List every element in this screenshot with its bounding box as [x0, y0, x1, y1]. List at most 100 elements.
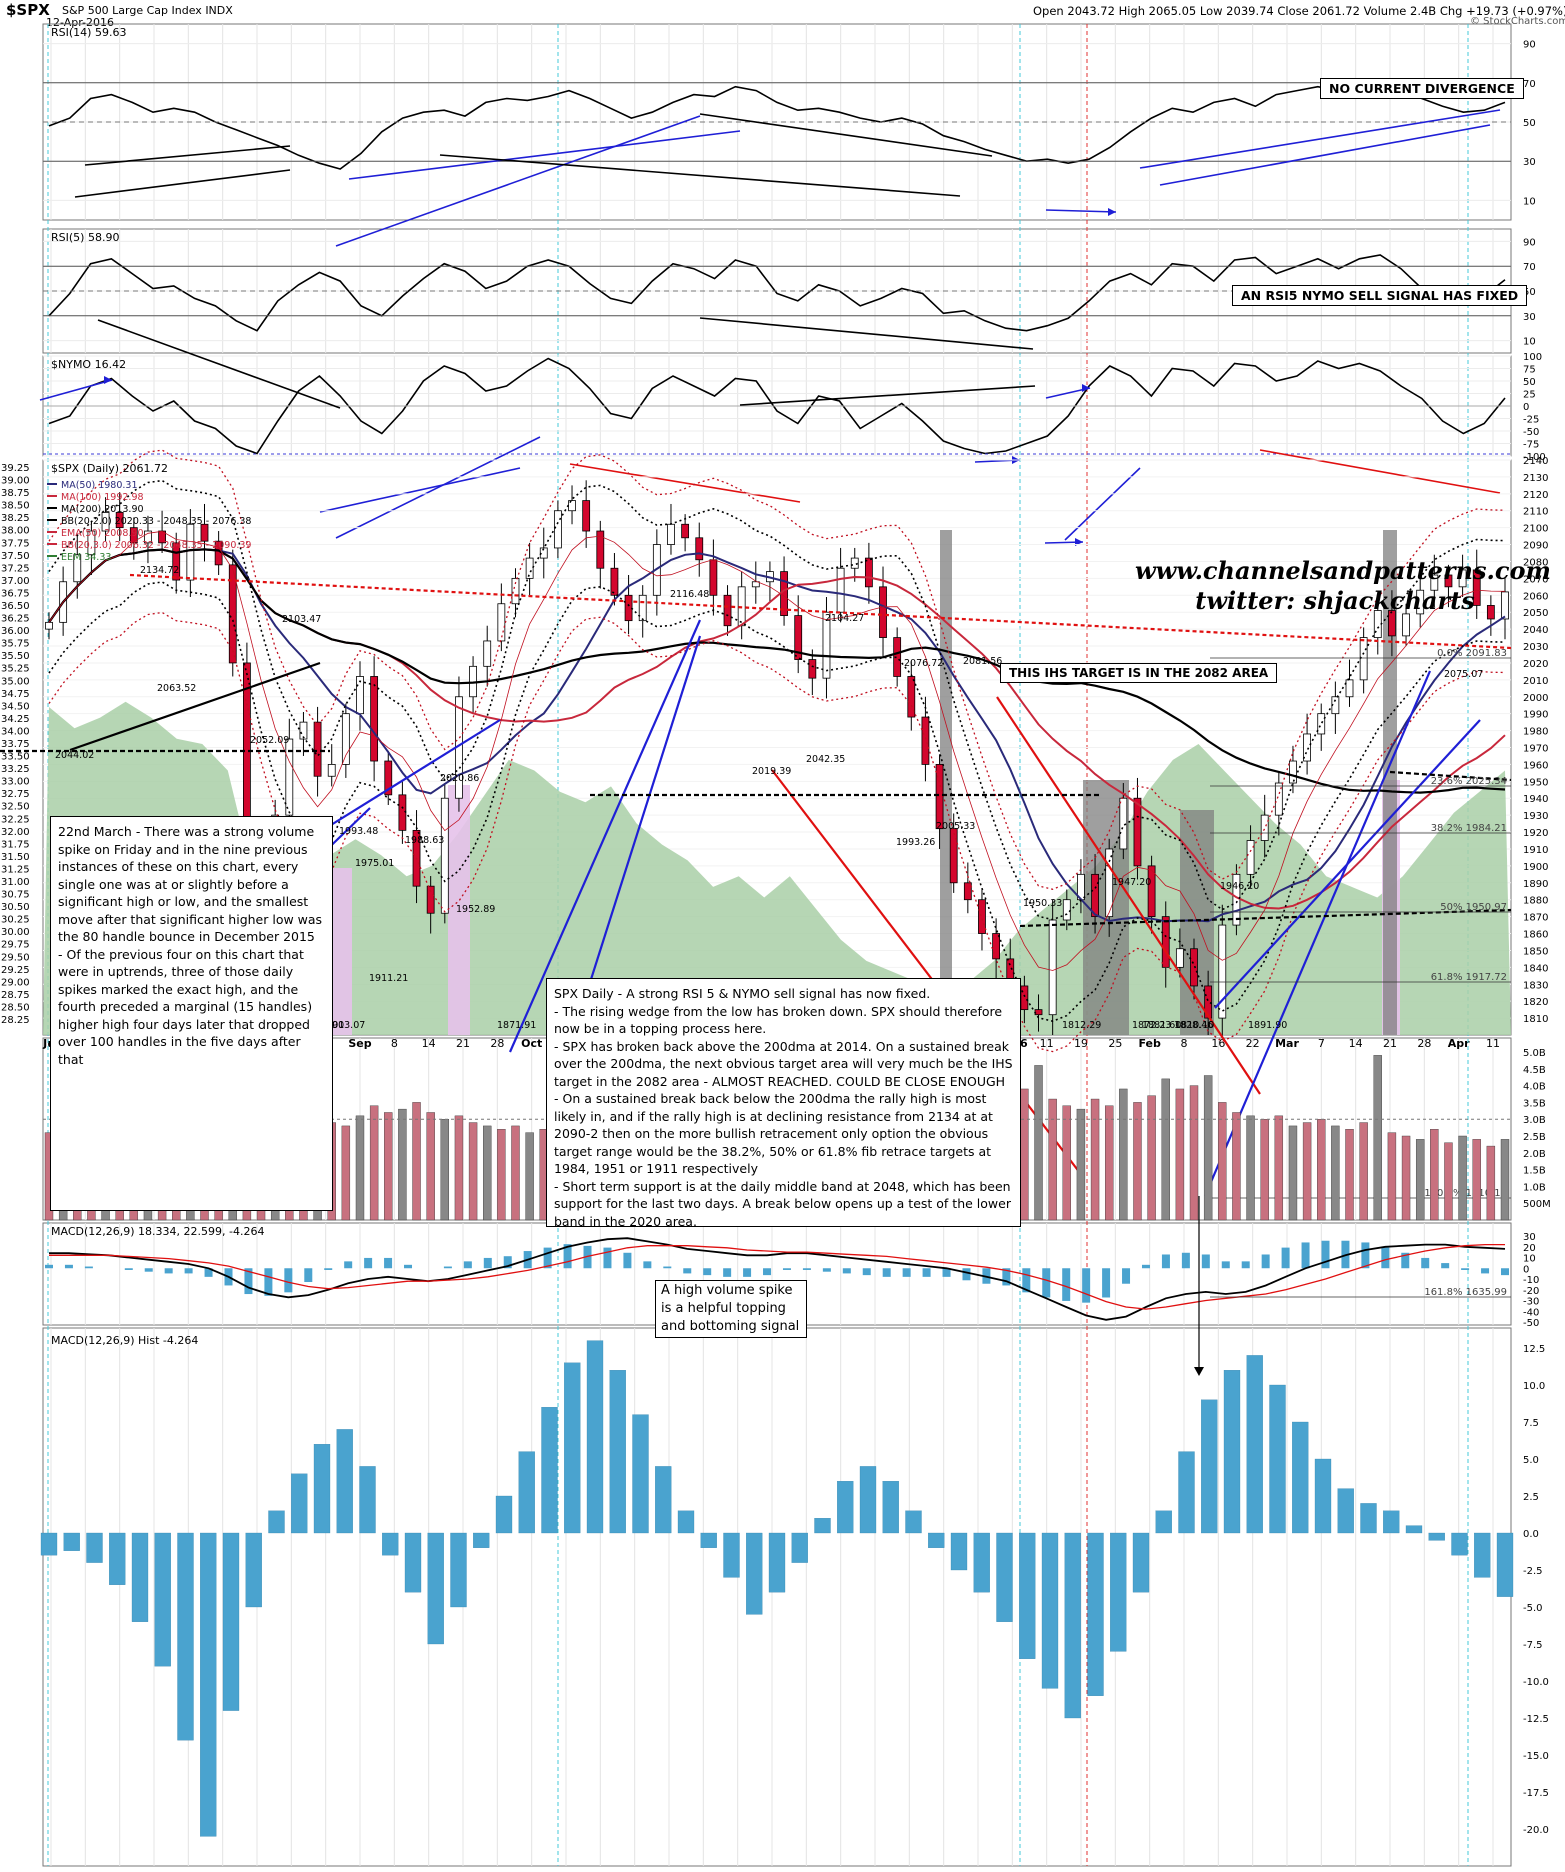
hist-tick: -17.5 — [1523, 1788, 1549, 1799]
hist-bar — [928, 1532, 945, 1548]
hist-bar — [1041, 1532, 1059, 1689]
candle-body — [73, 554, 82, 583]
candle-body — [511, 577, 520, 605]
hist-bar — [177, 1532, 194, 1741]
macd-hist-bar — [1421, 1257, 1430, 1269]
x-tick-label: 11 — [1486, 1037, 1500, 1050]
price-right-tick: 1860 — [1523, 930, 1548, 941]
hist-tick: 10.0 — [1523, 1381, 1545, 1392]
price-left-tick: 37.75 — [1, 538, 30, 549]
hist-bar — [1064, 1532, 1081, 1719]
volume-bar — [1302, 1122, 1312, 1221]
candle-body — [553, 510, 562, 549]
macd-hist-bar — [683, 1268, 692, 1274]
x-tick-label: 22 — [1246, 1037, 1260, 1050]
trend-line — [1159, 124, 1491, 186]
rsi5-tick: 70 — [1523, 262, 1536, 273]
hist-tick: -5.0 — [1523, 1603, 1543, 1614]
candle-body — [949, 828, 958, 884]
note-spx-daily: SPX Daily - A strong RSI 5 & NYMO sell s… — [546, 978, 1021, 1229]
price-left-tick: 32.50 — [1, 802, 30, 813]
price-trend-line — [1214, 719, 1481, 1009]
price-left-tick: 38.75 — [1, 488, 30, 499]
volume-bar — [1288, 1125, 1298, 1221]
candle-body — [1402, 613, 1410, 637]
symbol-title: $SPX — [6, 1, 50, 19]
price-left-tick: 36.75 — [1, 588, 30, 599]
price-left-tick: 33.50 — [1, 752, 30, 763]
candle-body — [864, 557, 873, 588]
price-left-tick: 28.75 — [1, 990, 30, 1001]
hist-bar — [1110, 1532, 1127, 1652]
volume-bar — [1260, 1118, 1269, 1221]
macd-tick: 0 — [1523, 1264, 1529, 1275]
volume-bar — [384, 1112, 393, 1221]
price-right-tick: 1870 — [1523, 913, 1548, 924]
hist-bar — [564, 1362, 581, 1534]
macd-hist-bar — [583, 1245, 592, 1269]
candle-body — [1048, 919, 1057, 1016]
hist-bar — [313, 1444, 331, 1534]
price-right-tick: 2130 — [1523, 473, 1548, 484]
candle-body — [172, 542, 181, 581]
hist-bar — [1087, 1532, 1104, 1696]
nymo-tick: -75 — [1523, 440, 1539, 451]
price-left-tick: 34.00 — [1, 726, 30, 737]
x-tick-label: 28 — [490, 1037, 504, 1050]
hist-bar — [677, 1510, 695, 1534]
price-right-tick: 1940 — [1523, 794, 1548, 805]
hist-tick: -7.5 — [1523, 1640, 1543, 1651]
hist-bar — [746, 1532, 763, 1615]
rsi14-annotation: NO CURRENT DIVERGENCE — [1320, 78, 1524, 99]
hist-bar — [200, 1532, 217, 1837]
hist-bar — [1496, 1532, 1514, 1597]
candle-body — [1062, 899, 1071, 921]
macd-hist-bar — [1062, 1268, 1071, 1301]
hist-bar — [1314, 1458, 1332, 1534]
volume-bar — [1133, 1102, 1142, 1221]
nymo-tick: -25 — [1523, 415, 1539, 426]
macd-hist-bar — [204, 1268, 213, 1277]
hist-bar — [495, 1495, 513, 1534]
hist-bar — [222, 1532, 240, 1711]
hist-bar — [1019, 1532, 1036, 1659]
hist-bar — [382, 1532, 399, 1556]
volume-bar — [1090, 1098, 1100, 1221]
blue-arrow-head — [1082, 384, 1090, 392]
rsi5-tick: 90 — [1523, 237, 1536, 248]
volume-bar — [468, 1122, 478, 1221]
volume-bar — [1246, 1115, 1255, 1221]
price-value-label: 2116.48 — [670, 589, 709, 600]
macd-hist-bar — [922, 1268, 931, 1277]
price-left-tick: 28.50 — [1, 1002, 30, 1013]
price-value-label: 2005.33 — [936, 821, 975, 832]
hist-tick: -10.0 — [1523, 1677, 1549, 1688]
legend-entry: MA(100) 1992.98 — [61, 492, 144, 503]
hist-bar — [768, 1532, 786, 1593]
volume-tick: 3.5B — [1523, 1098, 1546, 1109]
candle-body — [370, 676, 379, 762]
trend-line — [348, 130, 741, 180]
volume-bar — [426, 1112, 435, 1221]
macd-hist-bar — [364, 1257, 373, 1269]
price-right-tick: 2040 — [1523, 625, 1548, 636]
price-left-tick: 29.25 — [1, 965, 30, 976]
price-left-tick: 33.75 — [1, 739, 30, 750]
volume-bar — [1387, 1132, 1397, 1221]
hist-tick: 7.5 — [1523, 1418, 1539, 1429]
x-tick-label: 14 — [1349, 1037, 1363, 1050]
macd-hist-bar — [942, 1268, 951, 1277]
candle-body — [667, 523, 675, 545]
macd-tick: -10 — [1523, 1275, 1539, 1286]
candle-body — [709, 559, 718, 596]
macd-hist-bar — [543, 1247, 552, 1269]
candle-body — [751, 581, 760, 588]
hist-bar — [1383, 1510, 1400, 1534]
hist-bar — [1337, 1488, 1354, 1534]
macd-hist-bar — [1361, 1242, 1370, 1269]
hist-bar — [427, 1532, 444, 1645]
price-left-tick: 32.75 — [1, 789, 30, 800]
price-right-tick: 1900 — [1523, 862, 1548, 873]
volume-bar — [398, 1108, 407, 1221]
price-left-tick: 32.00 — [1, 827, 30, 838]
